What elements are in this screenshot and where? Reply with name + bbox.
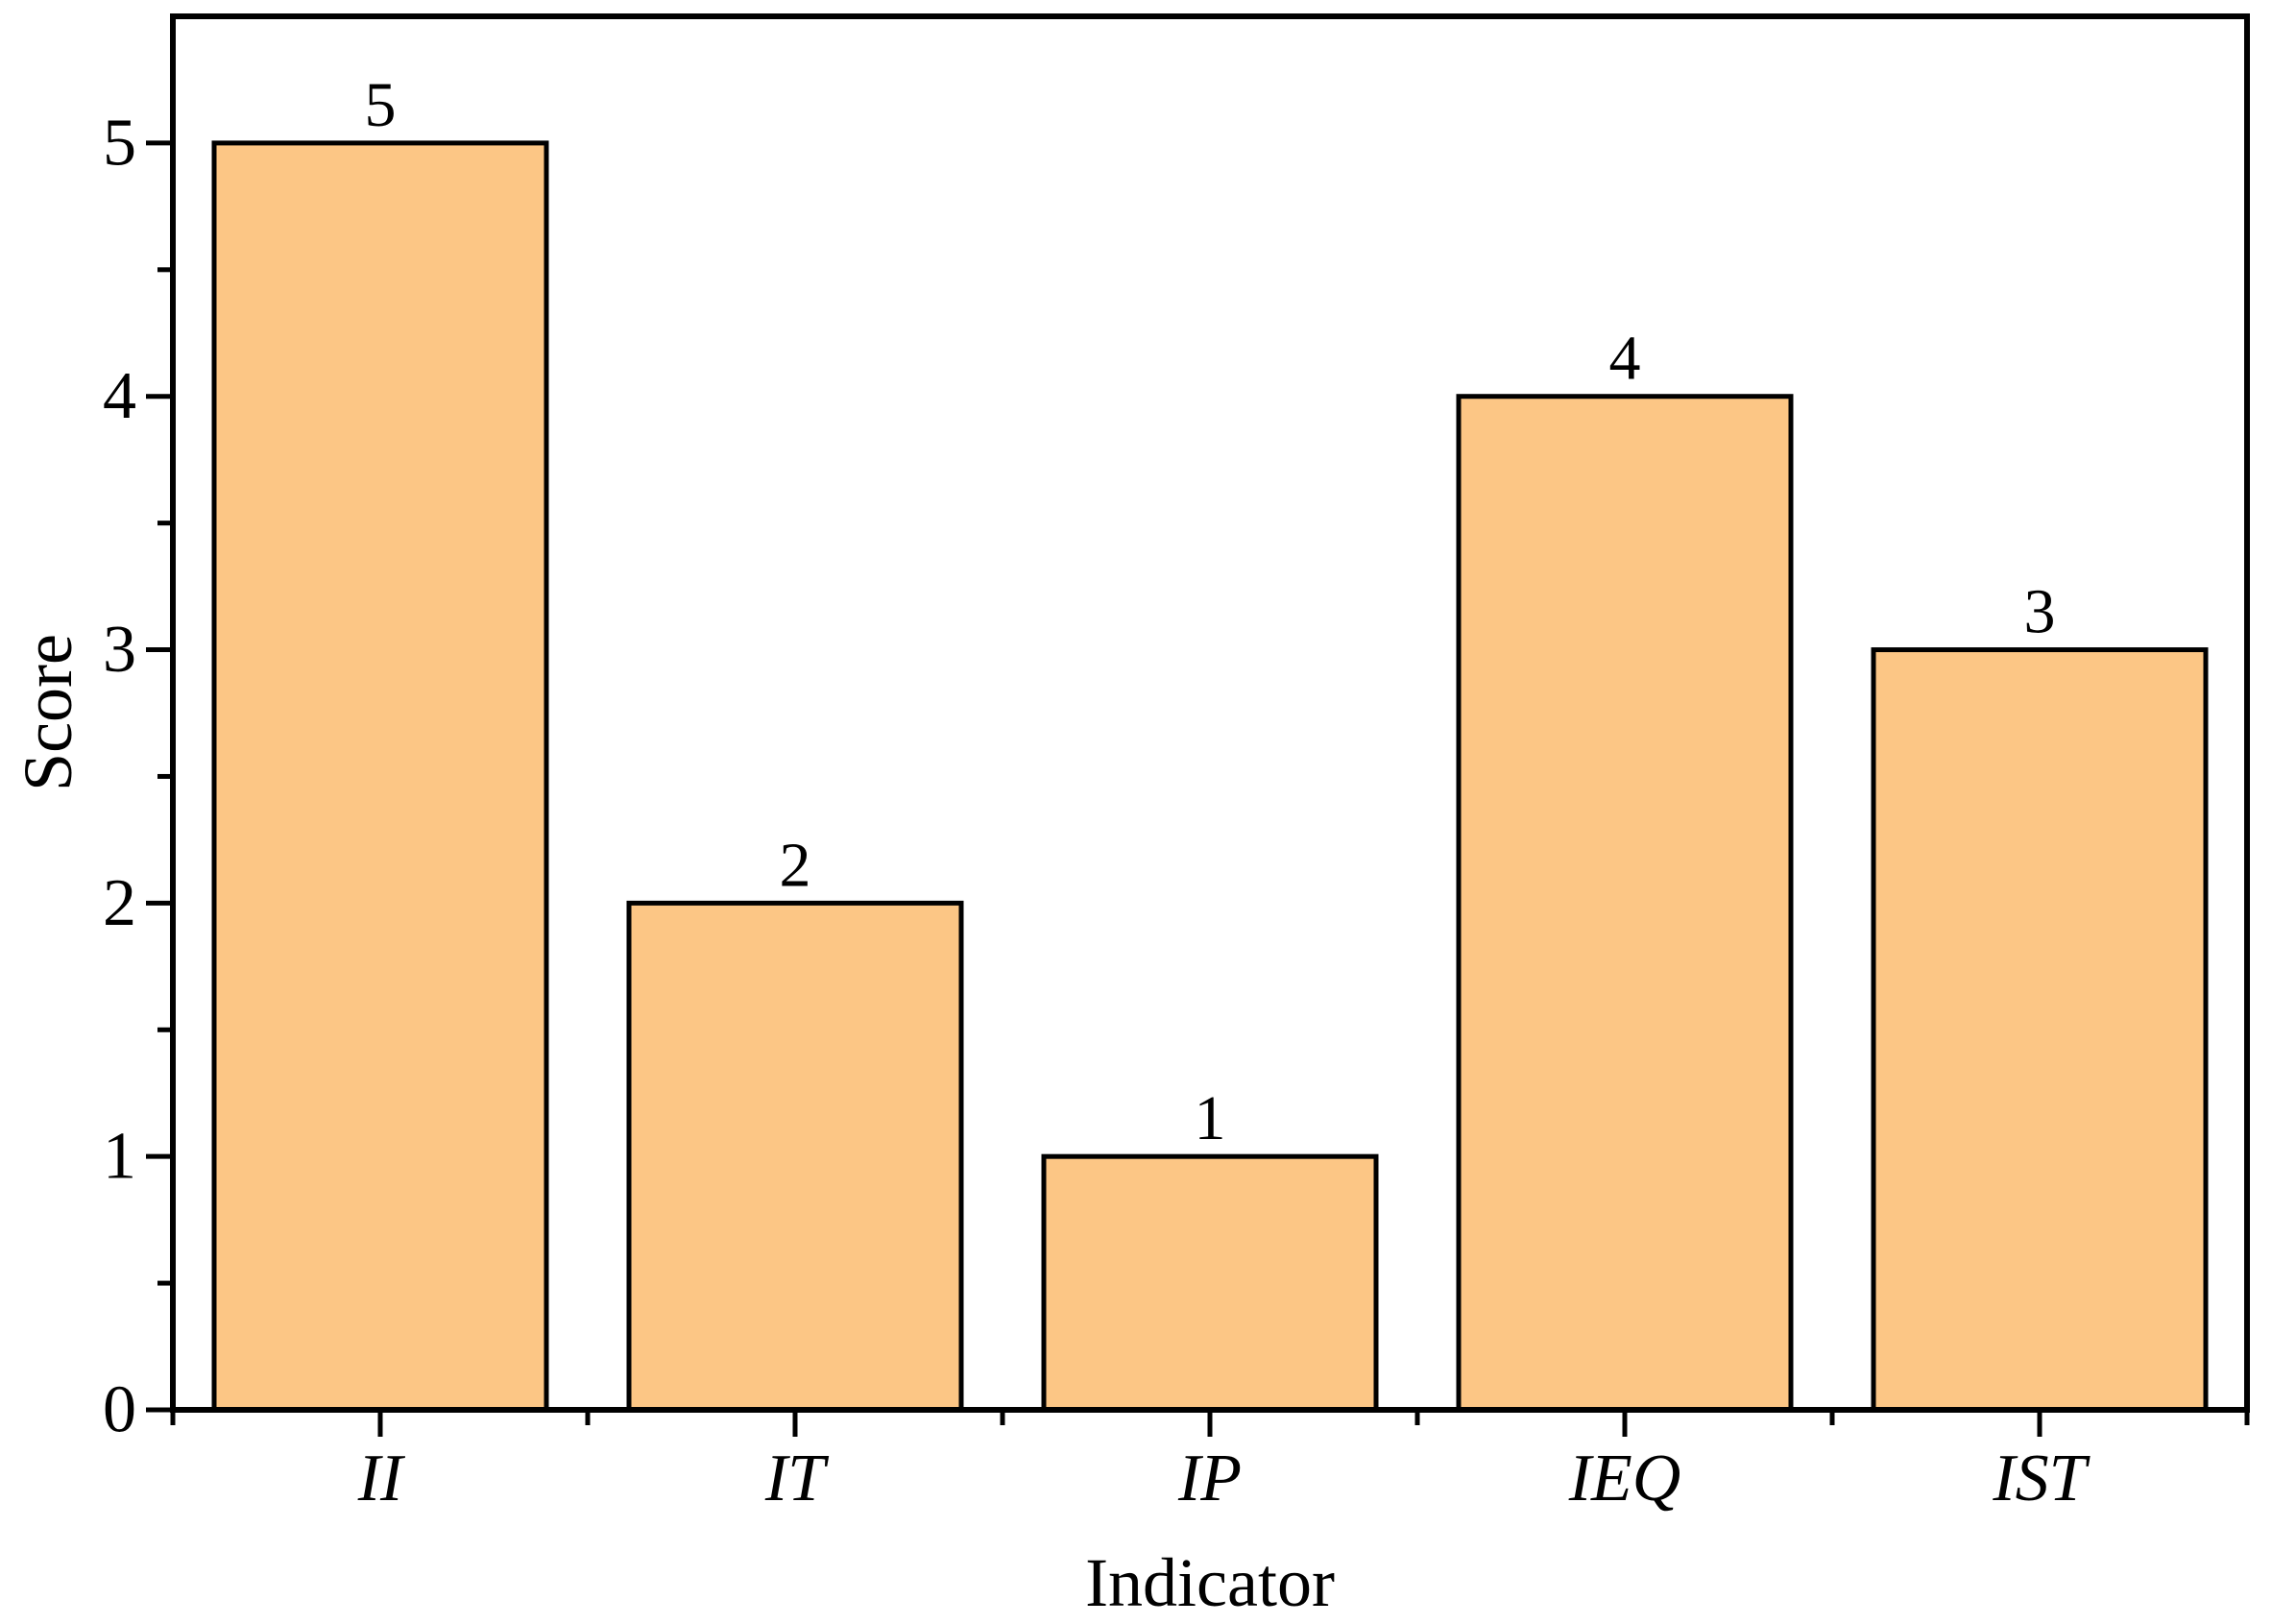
bar-IST bbox=[1871, 647, 2209, 1413]
y-tick-label-5: 5 bbox=[103, 106, 136, 180]
value-labels-layer: 5 2 1 4 3 bbox=[365, 70, 2056, 1153]
y-axis-title: Score bbox=[10, 634, 86, 791]
ticks-layer: 0 1 2 3 4 5 II IT IP IEQ IST bbox=[103, 106, 2250, 1515]
y-tick-label-1: 1 bbox=[103, 1120, 136, 1194]
bar-IEQ bbox=[1456, 394, 1794, 1413]
y-tick-label-4: 4 bbox=[103, 359, 136, 433]
bar-IT bbox=[626, 900, 964, 1413]
x-tick-label-IEQ: IEQ bbox=[1568, 1442, 1681, 1515]
x-tick-label-IST: IST bbox=[1992, 1442, 2091, 1515]
bars-layer bbox=[211, 140, 2209, 1413]
x-tick-label-IT: IT bbox=[764, 1442, 830, 1515]
y-tick-label-0: 0 bbox=[103, 1373, 136, 1447]
y-tick-label-2: 2 bbox=[103, 866, 136, 940]
bar-value-label-IST: 3 bbox=[2024, 577, 2056, 647]
plot-frame bbox=[170, 13, 2250, 1413]
bar-value-label-IP: 1 bbox=[1195, 1083, 1226, 1153]
bar-IP bbox=[1041, 1153, 1379, 1413]
bar-II bbox=[211, 140, 549, 1413]
y-tick-label-3: 3 bbox=[103, 613, 136, 687]
bar-value-label-IT: 2 bbox=[780, 830, 811, 900]
x-axis-title: Indicator bbox=[1085, 1544, 1335, 1621]
x-tick-label-IP: IP bbox=[1177, 1442, 1242, 1515]
x-tick-label-II: II bbox=[357, 1442, 406, 1515]
bar-value-label-IEQ: 4 bbox=[1609, 324, 1641, 394]
bar-value-label-II: 5 bbox=[365, 70, 397, 140]
